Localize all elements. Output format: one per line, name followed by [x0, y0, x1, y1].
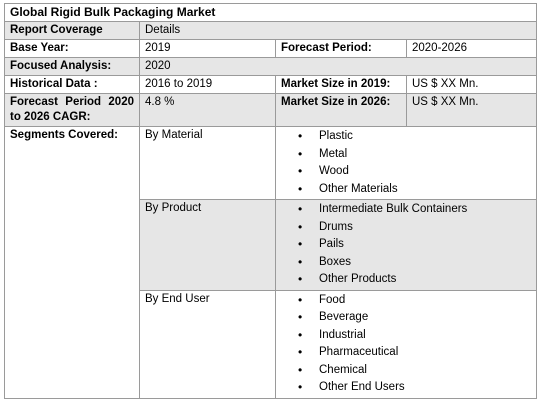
- list-item: Metal: [281, 146, 531, 164]
- segment-name: By End User: [139, 289, 276, 399]
- list-item: Drums: [281, 219, 531, 237]
- segment-items-cell: Plastic Metal Wood Other Materials: [274, 126, 538, 200]
- list-item: Other Products: [281, 271, 531, 289]
- historical-data-value: 2016 to 2019: [139, 75, 276, 94]
- report-coverage-row: Report Coverage Details: [4, 21, 538, 40]
- base-year-value: 2019: [139, 39, 276, 58]
- historical-data-row: Historical Data : 2016 to 2019 Market Si…: [4, 75, 538, 94]
- segment-row-product: By Product Intermediate Bulk Containers …: [4, 199, 538, 291]
- segment-items-cell: Food Beverage Industrial Pharmaceutical …: [274, 289, 538, 399]
- list-item: Boxes: [281, 254, 531, 272]
- market-size-2019-value: US $ XX Mn.: [405, 75, 538, 94]
- market-size-2026-label: Market Size in 2026:: [275, 93, 407, 127]
- list-item: Industrial: [281, 327, 531, 345]
- focused-analysis-label: Focused Analysis:: [4, 57, 140, 76]
- historical-data-label: Historical Data :: [4, 75, 140, 94]
- segment-items-list: Plastic Metal Wood Other Materials: [281, 128, 531, 198]
- list-item: Plastic: [281, 128, 531, 146]
- cagr-label-line2: to 2026 CAGR:: [10, 111, 91, 123]
- report-coverage-label: Report Coverage: [4, 21, 140, 40]
- list-item: Chemical: [281, 362, 531, 380]
- list-item: Food: [281, 292, 531, 310]
- segment-items-list: Intermediate Bulk Containers Drums Pails…: [281, 201, 531, 289]
- base-year-label: Base Year:: [4, 39, 140, 58]
- forecast-period-label: Forecast Period:: [275, 39, 407, 58]
- report-coverage-value: Details: [138, 21, 538, 40]
- segment-name: By Material: [139, 126, 276, 200]
- cagr-label-line1: Forecast Period 2020: [10, 96, 134, 108]
- list-item: Other Materials: [281, 181, 531, 199]
- list-item: Pharmaceutical: [281, 344, 531, 362]
- table-title: Global Rigid Bulk Packaging Market: [3, 3, 538, 22]
- segment-row-end-user: By End User Food Beverage Industrial Pha…: [5, 289, 538, 399]
- segment-name: By Product: [139, 199, 276, 291]
- title-row: Global Rigid Bulk Packaging Market: [3, 3, 538, 22]
- segment-items-cell: Intermediate Bulk Containers Drums Pails…: [274, 199, 538, 291]
- forecast-period-value: 2020-2026: [405, 39, 538, 58]
- list-item: Beverage: [281, 309, 531, 327]
- list-item: Intermediate Bulk Containers: [281, 201, 531, 219]
- report-table: Global Rigid Bulk Packaging Market Repor…: [3, 3, 538, 399]
- list-item: Wood: [281, 163, 531, 181]
- segment-items-list: Food Beverage Industrial Pharmaceutical …: [281, 292, 531, 397]
- list-item: Pails: [281, 236, 531, 254]
- cagr-label: Forecast Period 2020 to 2026 CAGR:: [4, 93, 140, 127]
- focused-analysis-value: 2020: [138, 57, 538, 76]
- base-year-row: Base Year: 2019 Forecast Period: 2020-20…: [4, 39, 538, 58]
- segments-label: Segments Covered:: [4, 126, 140, 399]
- segment-row-material: Segments Covered: By Material Plastic Me…: [4, 126, 538, 399]
- market-size-2019-label: Market Size in 2019:: [275, 75, 407, 94]
- focused-analysis-row: Focused Analysis: 2020: [4, 57, 538, 76]
- market-size-2026-value: US $ XX Mn.: [405, 93, 538, 127]
- cagr-row: Forecast Period 2020 to 2026 CAGR: 4.8 %…: [4, 93, 538, 127]
- list-item: Other End Users: [281, 379, 531, 397]
- cagr-value: 4.8 %: [139, 93, 276, 127]
